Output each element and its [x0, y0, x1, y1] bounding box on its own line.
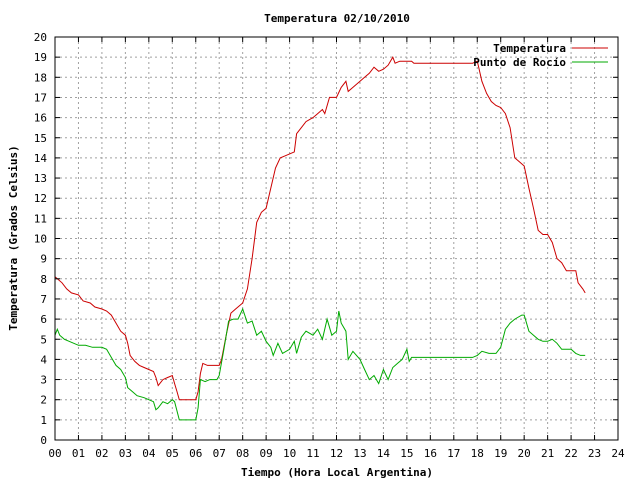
legend-label-0: Temperatura: [493, 42, 566, 55]
x-tick-label: 12: [330, 447, 343, 460]
x-tick-label: 23: [588, 447, 601, 460]
x-tick-label: 16: [424, 447, 437, 460]
x-tick-label: 08: [236, 447, 249, 460]
x-tick-label: 24: [611, 447, 625, 460]
x-tick-label: 03: [119, 447, 132, 460]
x-tick-label: 06: [189, 447, 202, 460]
y-tick-label: 16: [34, 112, 47, 125]
x-tick-label: 19: [494, 447, 507, 460]
x-tick-label: 18: [471, 447, 484, 460]
x-tick-label: 20: [518, 447, 531, 460]
y-tick-label: 18: [34, 71, 47, 84]
x-tick-label: 10: [283, 447, 296, 460]
series-layer: [54, 56, 586, 421]
x-tick-label: 13: [353, 447, 366, 460]
y-tick-label: 10: [34, 233, 47, 246]
y-tick-label: 0: [40, 434, 47, 447]
y-tick-label: 13: [34, 172, 47, 185]
x-tick-label: 02: [95, 447, 108, 460]
y-tick-label: 17: [34, 91, 47, 104]
y-tick-label: 19: [34, 51, 47, 64]
x-tick-label: 09: [260, 447, 273, 460]
series-line-0: [54, 56, 586, 401]
y-tick-label: 7: [40, 293, 47, 306]
y-tick-label: 20: [34, 31, 47, 44]
y-tick-label: 6: [40, 313, 47, 326]
x-tick-label: 22: [564, 447, 577, 460]
y-tick-label: 12: [34, 192, 47, 205]
y-tick-label: 11: [34, 212, 47, 225]
x-tick-label: 15: [400, 447, 413, 460]
x-tick-label: 04: [142, 447, 156, 460]
x-tick-label: 14: [377, 447, 391, 460]
y-axis-label: Temperatura (Grados Celsius): [7, 145, 20, 330]
y-tick-label: 14: [34, 152, 48, 165]
y-tick-label: 8: [40, 273, 47, 286]
x-tick-label: 17: [447, 447, 460, 460]
y-tick-label: 5: [40, 333, 47, 346]
x-tick-label: 21: [541, 447, 554, 460]
y-tick-label: 9: [40, 253, 47, 266]
chart-title: Temperatura 02/10/2010: [264, 12, 410, 25]
y-tick-label: 1: [40, 414, 47, 427]
x-tick-label: 05: [166, 447, 179, 460]
y-tick-label: 2: [40, 394, 47, 407]
series-line-1: [54, 307, 586, 421]
x-tick-label: 00: [48, 447, 61, 460]
x-tick-label: 01: [72, 447, 85, 460]
y-tick-label: 3: [40, 374, 47, 387]
y-tick-label: 4: [40, 353, 47, 366]
y-tick-label: 15: [34, 132, 47, 145]
x-tick-label: 11: [306, 447, 319, 460]
x-axis-label: Tiempo (Hora Local Argentina): [241, 466, 433, 479]
legend-label-1: Punto de Rocío: [473, 56, 566, 69]
x-axis: 00 01 02 03 04 05 06 07 08 09 10 11 12 13 14 15 16 17 18 19…: [48, 37, 625, 460]
x-tick-label: 07: [213, 447, 226, 460]
